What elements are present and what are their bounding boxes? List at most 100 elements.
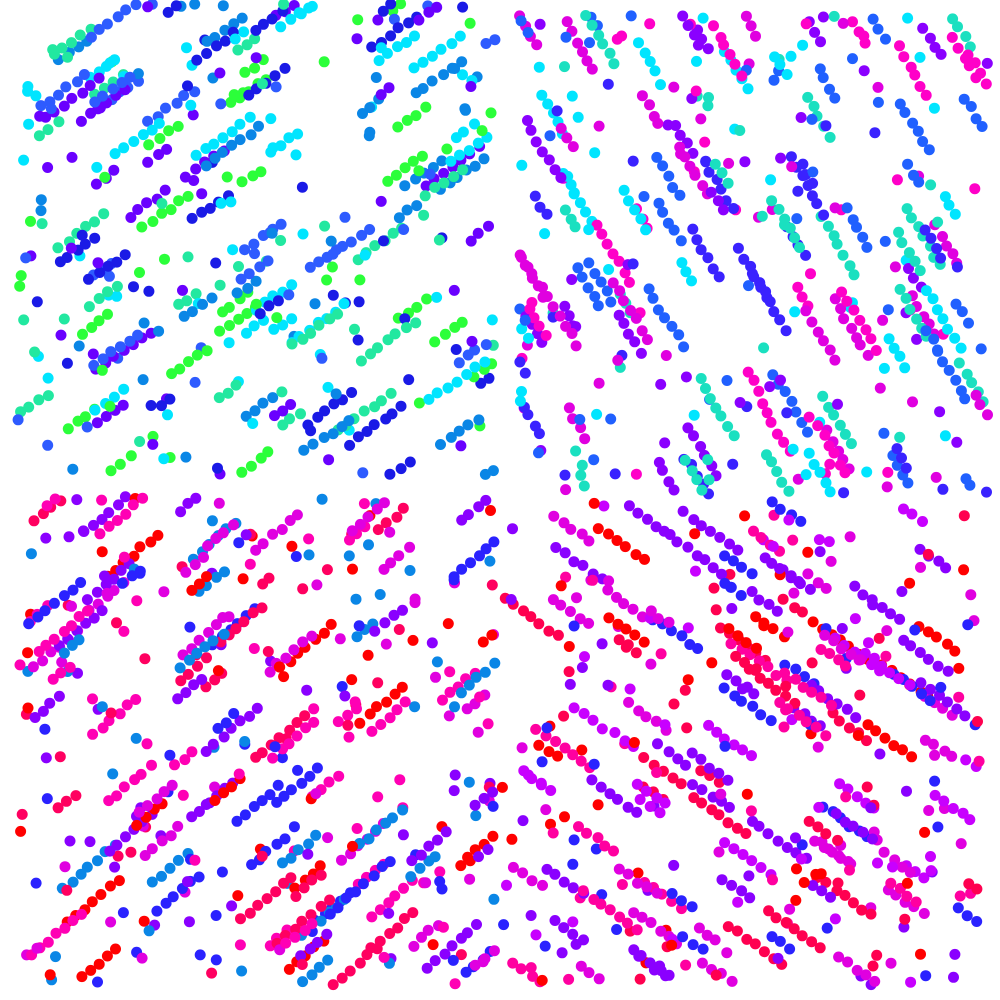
- dot: [949, 332, 961, 344]
- dot: [316, 352, 328, 364]
- dot: [667, 182, 679, 193]
- dot: [894, 40, 905, 52]
- dot: [623, 276, 635, 288]
- dot: [881, 625, 893, 637]
- dot: [902, 477, 914, 489]
- dot: [852, 730, 864, 741]
- dot: [71, 494, 83, 506]
- dot: [311, 579, 323, 591]
- dot: [83, 273, 94, 285]
- dot: [588, 758, 600, 770]
- dot: [385, 0, 397, 10]
- dot: [703, 92, 714, 103]
- dot: [118, 551, 130, 563]
- dot: [364, 224, 376, 235]
- dot: [814, 546, 826, 558]
- dot: [924, 695, 936, 707]
- dot: [800, 716, 812, 728]
- dot: [146, 843, 158, 855]
- dot: [196, 188, 208, 200]
- dot: [217, 132, 229, 144]
- dot: [190, 288, 202, 300]
- dot: [203, 627, 215, 638]
- dot: [421, 293, 433, 305]
- dot: [657, 160, 669, 172]
- dot: [120, 508, 132, 520]
- dot: [779, 667, 791, 679]
- dot: [134, 541, 146, 553]
- dot: [377, 5, 389, 17]
- dot: [285, 13, 297, 25]
- dot: [321, 928, 333, 940]
- dot: [167, 891, 179, 903]
- dot: [806, 190, 818, 202]
- dot: [628, 907, 640, 919]
- dot: [651, 887, 663, 899]
- dot: [61, 884, 73, 896]
- dot: [239, 66, 251, 78]
- dot: [980, 78, 992, 90]
- dot: [436, 883, 448, 895]
- dot: [904, 679, 916, 691]
- dot: [541, 722, 553, 734]
- dot: [340, 892, 352, 904]
- dot: [946, 31, 958, 43]
- dot: [611, 591, 622, 603]
- dot: [671, 536, 683, 548]
- dot: [347, 563, 358, 575]
- dot: [624, 683, 636, 695]
- dot: [949, 645, 961, 657]
- dot: [728, 739, 740, 751]
- dot: [217, 527, 229, 539]
- dot: [819, 629, 831, 641]
- dot: [477, 636, 489, 648]
- dot: [136, 221, 148, 233]
- dot: [767, 369, 779, 381]
- dot: [901, 203, 913, 215]
- dot: [970, 113, 982, 125]
- dot: [66, 92, 78, 104]
- dot: [573, 821, 584, 833]
- dot: [734, 397, 746, 408]
- dot: [870, 345, 882, 356]
- dot: [278, 790, 290, 802]
- dot: [934, 406, 946, 418]
- dot: [372, 342, 383, 354]
- dot: [212, 665, 224, 677]
- dot: [654, 807, 666, 819]
- dot: [226, 139, 238, 151]
- dot: [515, 15, 527, 27]
- dot: [87, 348, 99, 360]
- dot: [435, 43, 447, 55]
- dot: [775, 152, 787, 164]
- dot: [795, 853, 807, 865]
- dot: [522, 769, 534, 781]
- dot: [914, 81, 926, 92]
- dot: [920, 325, 932, 337]
- dot: [448, 571, 460, 583]
- dot: [296, 777, 308, 789]
- dot: [308, 716, 320, 728]
- dot: [485, 107, 497, 119]
- dot: [651, 792, 663, 804]
- dot: [753, 385, 765, 397]
- dot: [577, 46, 588, 58]
- dot: [603, 575, 615, 587]
- dot: [635, 213, 647, 225]
- dot: [838, 487, 850, 499]
- dot: [409, 30, 420, 42]
- dot: [231, 287, 243, 299]
- dot: [248, 643, 260, 654]
- dot: [362, 649, 374, 661]
- dot: [515, 251, 527, 263]
- dot: [796, 606, 808, 618]
- dot: [249, 248, 260, 260]
- dot: [174, 662, 186, 674]
- dot: [702, 43, 714, 55]
- dot: [228, 708, 240, 719]
- dot: [190, 163, 202, 175]
- dot: [41, 500, 53, 512]
- dot: [334, 633, 346, 645]
- dot: [382, 175, 394, 187]
- dot: [825, 555, 837, 567]
